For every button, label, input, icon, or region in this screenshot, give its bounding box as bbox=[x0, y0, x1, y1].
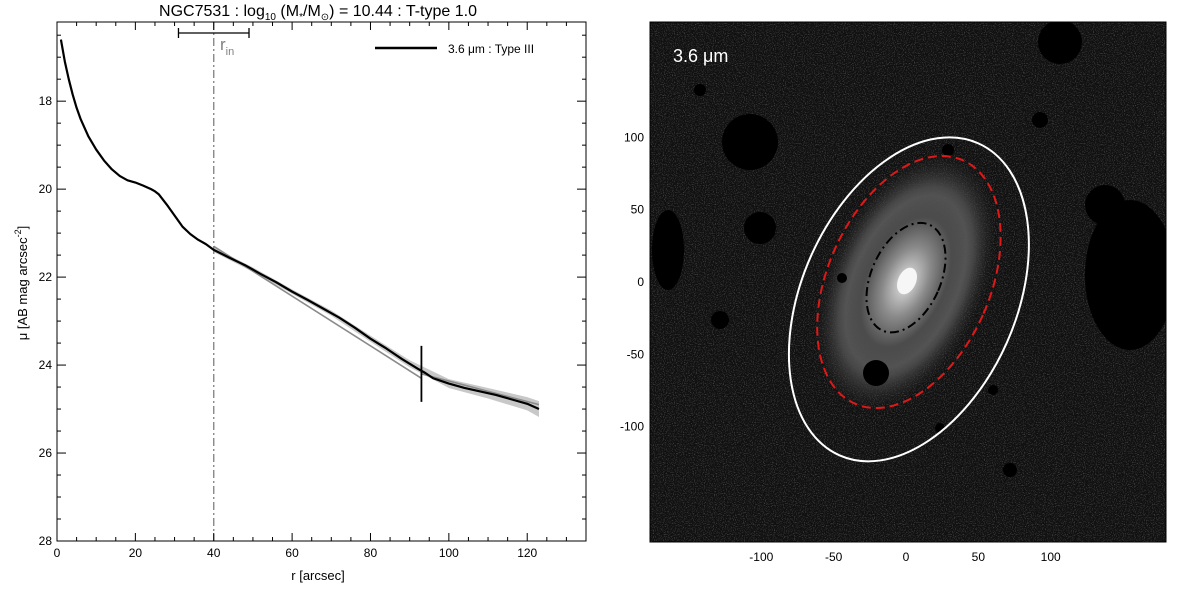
image-x-tick-label: 50 bbox=[972, 550, 986, 564]
title-star: * bbox=[299, 12, 303, 23]
image-x-tick-label: 100 bbox=[1041, 550, 1061, 564]
x-axis-label: r [arcsec] bbox=[291, 568, 344, 583]
uncertainty-band bbox=[213, 247, 539, 417]
legend: 3.6 μm : Type III bbox=[375, 42, 534, 56]
fit-line-2 bbox=[421, 373, 540, 406]
mask-region bbox=[1038, 22, 1082, 64]
y-axis-label-sup: -2 bbox=[13, 229, 23, 237]
profile-line bbox=[59, 39, 540, 411]
r-in-label: rin bbox=[220, 35, 234, 58]
mask-region bbox=[863, 360, 889, 386]
legend-label: 3.6 μm : Type III bbox=[448, 42, 534, 56]
mask-region bbox=[722, 114, 778, 170]
image-frame bbox=[649, 21, 1167, 543]
mask-regions bbox=[652, 22, 1166, 477]
x-tick-label: 20 bbox=[129, 546, 143, 560]
y-axis-label-main: μ [AB mag arcsec bbox=[15, 237, 30, 340]
image-axes: -100 -50 0 50 100 100 50 0 -50 -100 bbox=[620, 130, 1061, 564]
r-in-label-r: r bbox=[220, 35, 226, 54]
image-y-tick-label: 50 bbox=[631, 203, 645, 217]
x-tick-label: 0 bbox=[54, 546, 61, 560]
y-tick-label: 22 bbox=[39, 270, 53, 284]
y-tick-label: 18 bbox=[39, 94, 53, 108]
break-ellipse bbox=[816, 154, 1002, 410]
image-panel: 3.6 μm -100 -50 0 50 100 100 50 0 -50 -100 bbox=[620, 21, 1167, 564]
image-x-tick-label: -50 bbox=[825, 550, 843, 564]
y-axis-label-end: ] bbox=[15, 226, 30, 230]
x-tick-label: 40 bbox=[207, 546, 221, 560]
chart-title: NGC7531 : log10 (M*/M⊙) = 10.44 : T-type… bbox=[159, 3, 477, 23]
x-tick-label: 80 bbox=[364, 546, 378, 560]
profile-series bbox=[59, 39, 540, 411]
image-y-tick-label: -50 bbox=[627, 347, 645, 361]
profile-axes: 0 20 40 60 80 100 120 18 20 22 24 26 28 bbox=[39, 21, 587, 560]
mask-region bbox=[1003, 463, 1017, 477]
image-x-tick-label: 0 bbox=[903, 550, 910, 564]
mask-region bbox=[652, 210, 684, 290]
profile-panel: NGC7531 : log10 (M*/M⊙) = 10.44 : T-type… bbox=[13, 3, 587, 583]
mask-region bbox=[837, 273, 847, 283]
mask-region bbox=[1032, 112, 1048, 128]
y-tick-label: 26 bbox=[39, 446, 53, 460]
image-y-tick-label: 0 bbox=[637, 275, 644, 289]
mask-region bbox=[744, 212, 776, 244]
galaxy-core bbox=[896, 267, 918, 295]
y-axis-label: μ [AB mag arcsec-2] bbox=[13, 226, 30, 341]
x-tick-label: 120 bbox=[517, 546, 537, 560]
x-tick-label: 60 bbox=[285, 546, 299, 560]
title-slash: /M bbox=[303, 3, 321, 20]
uncertainty-area bbox=[213, 247, 539, 417]
image-y-tick-label: -100 bbox=[620, 420, 644, 434]
mask-region bbox=[988, 385, 998, 395]
mask-region bbox=[694, 84, 706, 96]
y-tick-label: 28 bbox=[39, 534, 53, 548]
mask-region bbox=[942, 144, 954, 156]
image-band-label: 3.6 μm bbox=[673, 46, 728, 66]
title-name: NGC7531 : log bbox=[159, 3, 265, 20]
y-tick-label: 24 bbox=[39, 358, 53, 372]
x-tick-label: 100 bbox=[439, 546, 459, 560]
title-sub10: 10 bbox=[265, 12, 277, 23]
title-tail: ) = 10.44 : T-type 1.0 bbox=[329, 3, 477, 20]
mask-region bbox=[1085, 200, 1166, 350]
image-y-tick-label: 100 bbox=[624, 130, 644, 144]
r-in-label-sub: in bbox=[226, 46, 235, 58]
y-tick-label: 20 bbox=[39, 182, 53, 196]
outer-ellipse bbox=[787, 136, 1030, 463]
title-sun: ⊙ bbox=[321, 12, 329, 23]
fit-lines bbox=[213, 245, 540, 406]
r-in-marker bbox=[177, 22, 250, 541]
title-mid: (M bbox=[276, 3, 299, 20]
plot-frame bbox=[56, 21, 587, 542]
mask-region bbox=[711, 311, 729, 329]
image-x-tick-label: -100 bbox=[749, 550, 773, 564]
